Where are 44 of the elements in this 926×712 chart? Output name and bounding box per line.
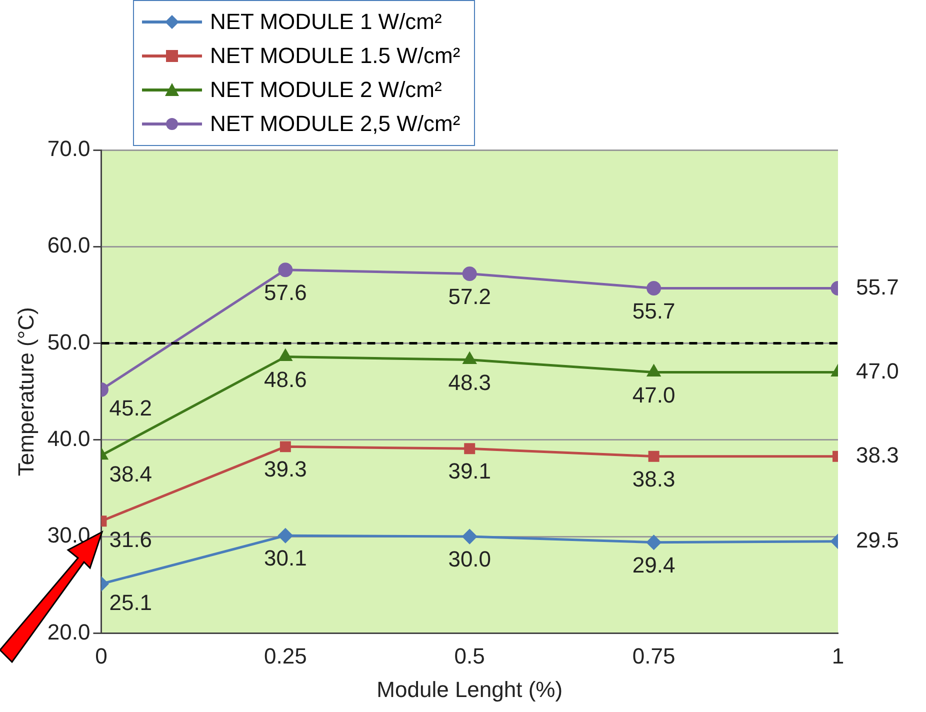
point (462, 266, 477, 281)
data-label: 55.7 (856, 274, 899, 300)
data-label: 38.3 (632, 466, 676, 492)
data-label: 45.2 (109, 396, 152, 421)
point (278, 528, 293, 543)
data-label: 29.4 (632, 552, 676, 578)
point (462, 529, 477, 544)
y-tick-label: 40.0 (47, 426, 90, 451)
data-label: 55.7 (632, 298, 676, 324)
data-label: 47.0 (856, 358, 899, 384)
data-label: 38.4 (109, 461, 152, 486)
y-axis-title: Temperature (°C) (13, 307, 38, 476)
data-label: 39.3 (264, 456, 307, 482)
point (464, 443, 476, 454)
y-tick-label: 60.0 (47, 232, 90, 258)
data-label: 39.1 (448, 458, 492, 484)
data-label: 29.5 (856, 527, 899, 552)
data-label: 48.3 (448, 370, 492, 395)
y-tick-label: 70.0 (47, 136, 90, 162)
data-label: 57.6 (264, 280, 307, 305)
data-label: 30.0 (448, 546, 492, 572)
data-label: 48.6 (264, 366, 307, 392)
point (647, 365, 660, 377)
data-label: 47.0 (632, 382, 676, 408)
y-tick-label: 20.0 (47, 619, 90, 644)
legend-label: NET MODULE 1 W/cm² (210, 9, 442, 35)
data-label: 30.1 (264, 546, 307, 571)
legend-label: NET MODULE 2 W/cm² (210, 77, 442, 103)
data-label: 31.6 (109, 527, 152, 552)
legend-label: NET MODULE 1.5 W/cm² (210, 43, 460, 69)
point (463, 352, 476, 364)
point (278, 262, 293, 278)
x-tick-label: 1 (832, 643, 844, 668)
data-label: 25.1 (109, 590, 152, 615)
data-label: 57.2 (448, 284, 492, 309)
data-label: 38.3 (856, 442, 899, 468)
y-tick-label: 50.0 (47, 329, 90, 354)
x-tick-label: 0.5 (454, 643, 485, 668)
legend-label: NET MODULE 2,5 W/cm² (210, 111, 460, 137)
x-tick-label: 0.75 (632, 643, 676, 668)
x-tick-label: 0 (95, 643, 108, 668)
x-axis-title: Module Lenght (%) (376, 676, 563, 702)
point (648, 450, 660, 462)
x-tick-label: 0.25 (264, 643, 307, 668)
